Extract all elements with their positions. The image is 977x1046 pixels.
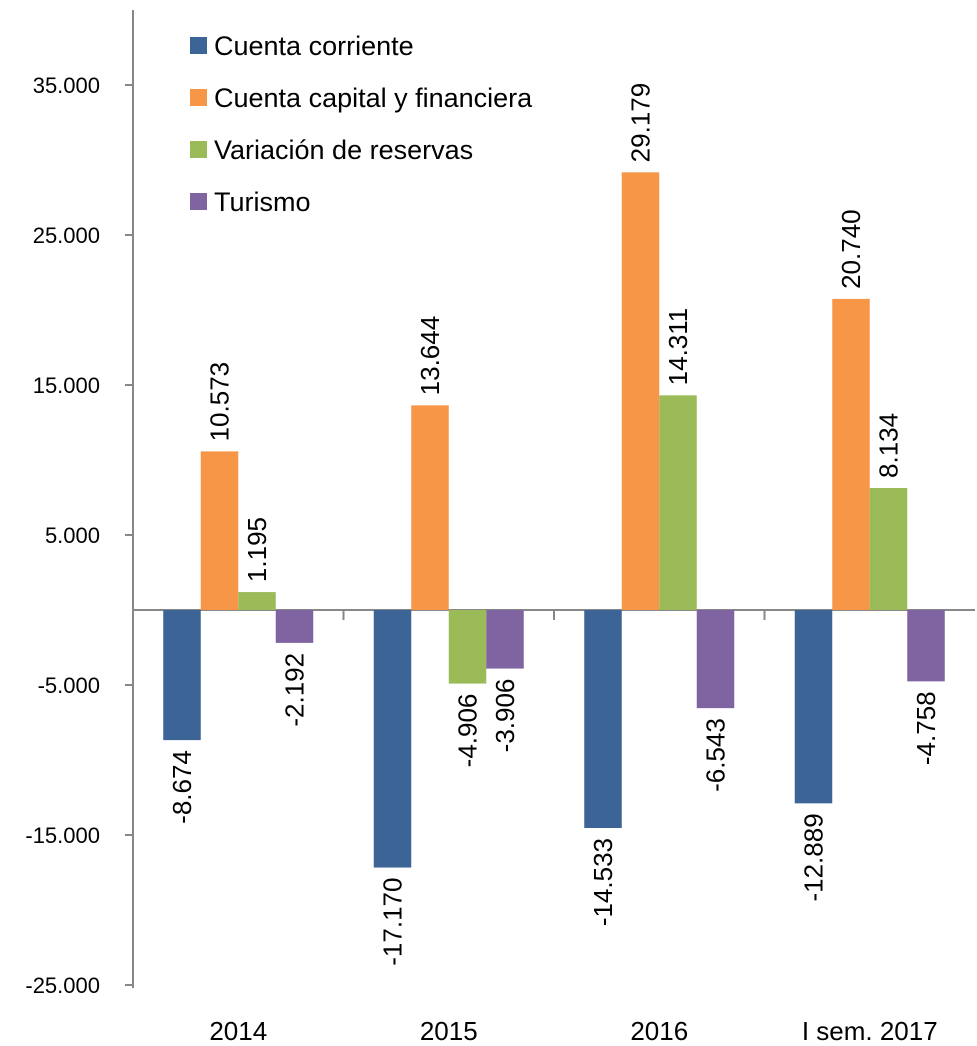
bar <box>869 487 908 610</box>
data-label: -4.906 <box>453 694 483 768</box>
legend-label: Turismo <box>214 187 311 217</box>
bar <box>163 610 201 741</box>
bar <box>696 610 735 709</box>
data-label: 29.179 <box>626 83 656 163</box>
data-label: -6.543 <box>701 718 731 792</box>
data-label: -12.889 <box>799 813 829 901</box>
y-tick-label: 35.000 <box>33 73 100 98</box>
data-label: 14.311 <box>663 308 693 386</box>
legend-label: Cuenta corriente <box>214 31 414 61</box>
x-category-label: I sem. 2017 <box>802 1016 938 1046</box>
data-label: -4.758 <box>911 691 941 765</box>
x-category-label: 2015 <box>420 1016 478 1046</box>
legend-label: Variación de reservas <box>214 135 473 165</box>
bar <box>907 610 945 682</box>
data-label: 13.644 <box>415 316 445 396</box>
y-tick-label: -15.000 <box>25 823 100 848</box>
x-category-label: 2016 <box>630 1016 688 1046</box>
data-label: -3.906 <box>490 679 520 753</box>
legend-label: Cuenta capital y financiera <box>214 83 533 113</box>
bar <box>448 610 487 684</box>
bar <box>832 298 870 610</box>
data-label: 8.134 <box>874 413 904 478</box>
bar <box>584 610 622 828</box>
bar <box>275 610 314 643</box>
y-tick-label: 5.000 <box>45 523 100 548</box>
y-tick-label: -25.000 <box>25 973 100 998</box>
bar <box>238 592 276 610</box>
bar <box>411 405 449 610</box>
legend-swatch <box>190 141 207 158</box>
bar <box>794 610 833 804</box>
data-label: -17.170 <box>378 878 408 966</box>
bar <box>659 395 697 610</box>
legend-swatch <box>190 193 207 210</box>
data-label: -14.533 <box>588 838 618 926</box>
bar <box>200 451 239 610</box>
legend-swatch <box>190 89 207 106</box>
data-label: 10.573 <box>205 362 235 442</box>
y-tick-label: 25.000 <box>33 223 100 248</box>
data-label: 20.740 <box>836 209 866 289</box>
bar <box>373 610 412 868</box>
data-label: 1.195 <box>242 517 272 582</box>
data-label: -2.192 <box>280 653 310 727</box>
legend-swatch <box>190 37 207 54</box>
bar <box>621 172 660 610</box>
y-tick-label: 15.000 <box>33 373 100 398</box>
y-tick-label: -5.000 <box>38 673 100 698</box>
bar <box>486 610 524 669</box>
x-category-label: 2014 <box>209 1016 267 1046</box>
data-label: -8.674 <box>167 750 197 824</box>
